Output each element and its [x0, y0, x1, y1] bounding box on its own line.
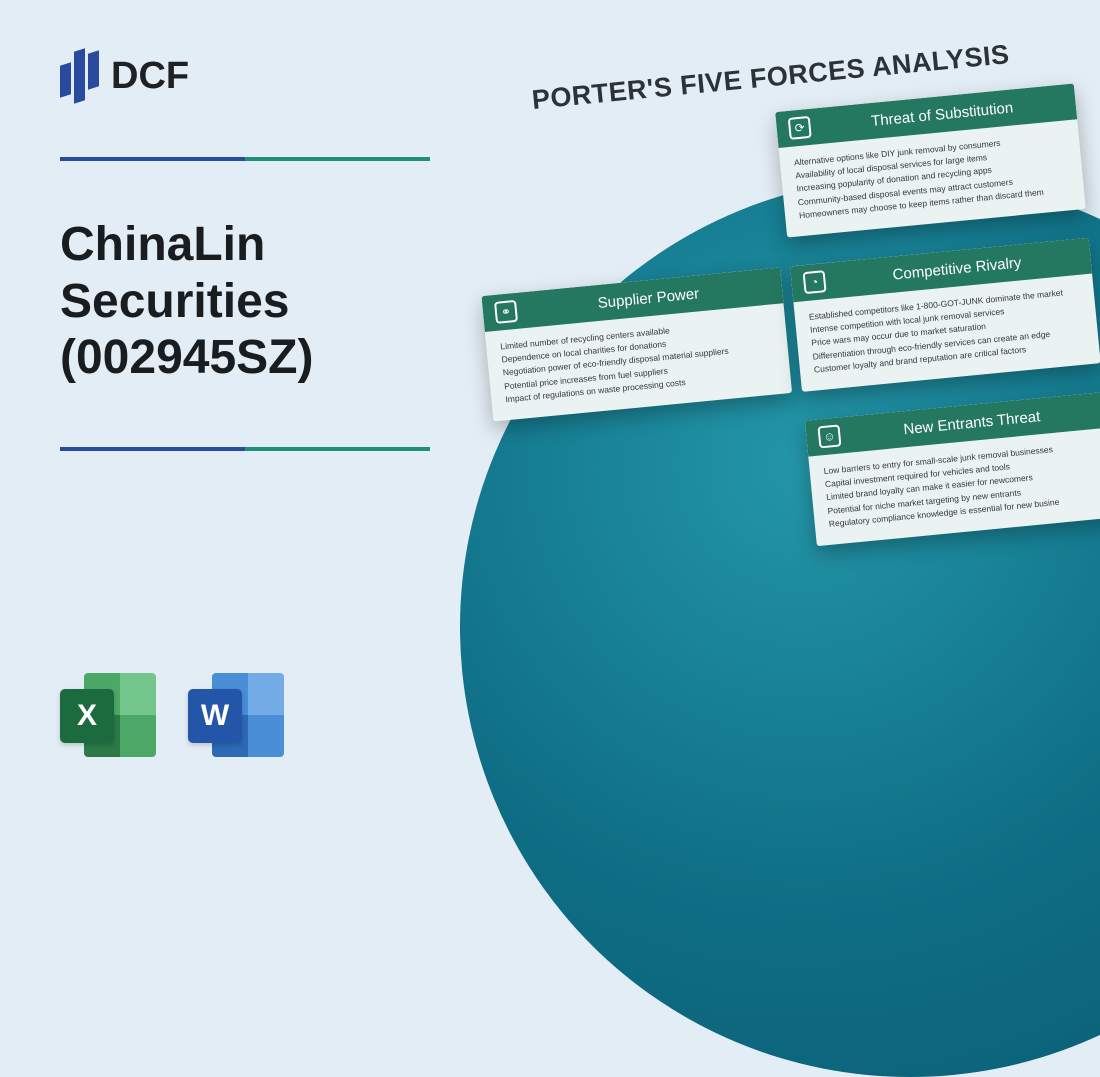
- logo-bars-icon: [60, 50, 99, 102]
- word-badge: W: [188, 689, 242, 743]
- excel-icon: X: [60, 669, 156, 761]
- logo: DCF: [60, 50, 450, 102]
- refresh-icon: ⟳: [788, 116, 812, 140]
- excel-badge: X: [60, 689, 114, 743]
- card-supplier: ⚭Supplier Power Limited number of recycl…: [481, 267, 792, 421]
- clock-icon: ◔: [803, 270, 827, 294]
- card-substitution: ⟳Threat of Substitution Alternative opti…: [775, 83, 1086, 237]
- person-icon: ☺: [817, 424, 841, 448]
- file-icons: X W: [60, 669, 284, 761]
- word-icon: W: [188, 669, 284, 761]
- card-entrants: ☺New Entrants Threat Low barriers to ent…: [805, 392, 1100, 546]
- left-panel: DCF ChinaLinSecurities(002945SZ) X W: [0, 0, 510, 817]
- logo-text: DCF: [111, 55, 189, 98]
- divider-bottom: [60, 447, 430, 451]
- card-rivalry: ◔Competitive Rivalry Established competi…: [790, 238, 1100, 392]
- cards-container: ⟳Threat of Substitution Alternative opti…: [466, 71, 1100, 670]
- divider-top: [60, 157, 430, 161]
- page-title: ChinaLinSecurities(002945SZ): [60, 217, 450, 387]
- link-icon: ⚭: [494, 300, 518, 324]
